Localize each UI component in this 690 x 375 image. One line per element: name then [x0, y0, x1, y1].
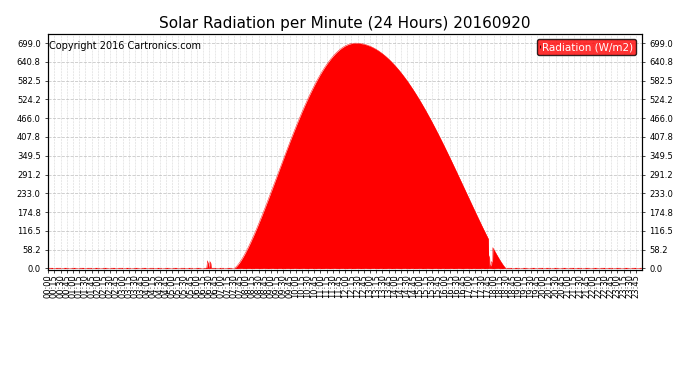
Text: Copyright 2016 Cartronics.com: Copyright 2016 Cartronics.com: [50, 41, 201, 51]
Title: Solar Radiation per Minute (24 Hours) 20160920: Solar Radiation per Minute (24 Hours) 20…: [159, 16, 531, 31]
Legend: Radiation (W/m2): Radiation (W/m2): [537, 39, 636, 55]
